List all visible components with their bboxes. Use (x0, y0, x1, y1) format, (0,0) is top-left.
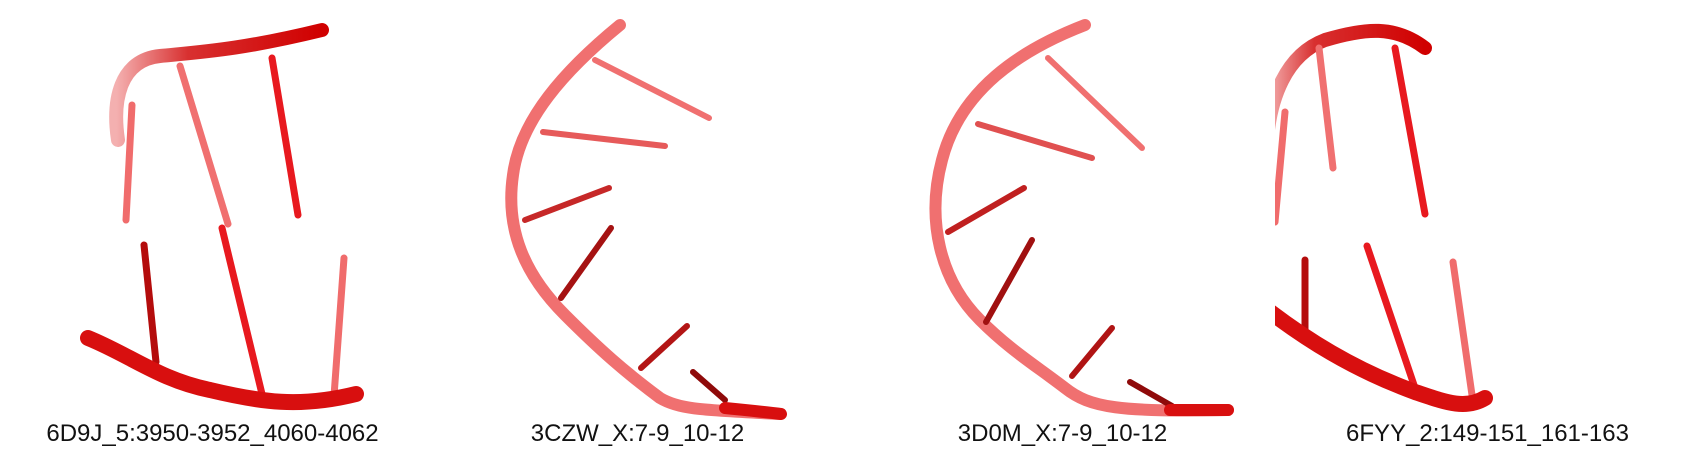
rna-structure-render (80, 23, 364, 411)
structure-label: 3D0M_X:7-9_10-12 (957, 420, 1168, 447)
base-pair-rung (268, 54, 302, 219)
rna-structure-render (1275, 23, 1493, 412)
structure-label: 3CZW_X:7-9_10-12 (530, 420, 745, 447)
rna-structure-render (505, 19, 787, 420)
base-pair-rung (1045, 55, 1145, 151)
structure-panel-2: 3CZW_X:7-9_10-12 (425, 0, 850, 460)
structure-label: 6D9J_5:3950-3952_4060-4062 (46, 420, 379, 447)
base-pair-rung (983, 237, 1035, 325)
structure-panel-1: 6D9J_5:3950-3952_4060-4062 (0, 0, 425, 460)
base-pair-rung (540, 129, 668, 149)
base-pair-rung (558, 225, 614, 301)
structure-label: 6FYY_2:149-151_161-163 (1346, 420, 1629, 447)
base-pair-rung (690, 369, 728, 403)
backbone-arc (929, 19, 1234, 417)
structure-panel-3: 3D0M_X:7-9_10-12 (850, 0, 1275, 460)
backbone-lower (1275, 305, 1493, 412)
base-pair-rung (176, 62, 232, 228)
backbone-arc (505, 19, 786, 420)
base-pair-rung (975, 121, 1095, 161)
base-pair-rung (330, 254, 348, 400)
base-pair-rung (522, 185, 612, 223)
base-pair-rung (1127, 379, 1175, 409)
base-pair-rung (1275, 108, 1289, 226)
base-pair-rung (1391, 44, 1429, 218)
base-pair-rung (1363, 242, 1419, 392)
rna-structure-render (929, 19, 1234, 417)
backbone-upper (1275, 23, 1432, 131)
backbone-upper (109, 23, 329, 147)
base-pair-rung (140, 241, 160, 366)
base-pair-rung (122, 101, 136, 224)
base-pair-rung (1069, 325, 1115, 379)
base-pair-rung (592, 57, 712, 121)
base-pair-rung (218, 224, 266, 398)
base-pair-rung (1449, 258, 1477, 406)
backbone-lower (80, 330, 364, 411)
base-pair-rung (945, 185, 1027, 235)
base-pair-rung (638, 323, 690, 371)
structure-panel-4: 6FYY_2:149-151_161-163 (1275, 0, 1700, 460)
base-pair-rung (1315, 44, 1337, 172)
